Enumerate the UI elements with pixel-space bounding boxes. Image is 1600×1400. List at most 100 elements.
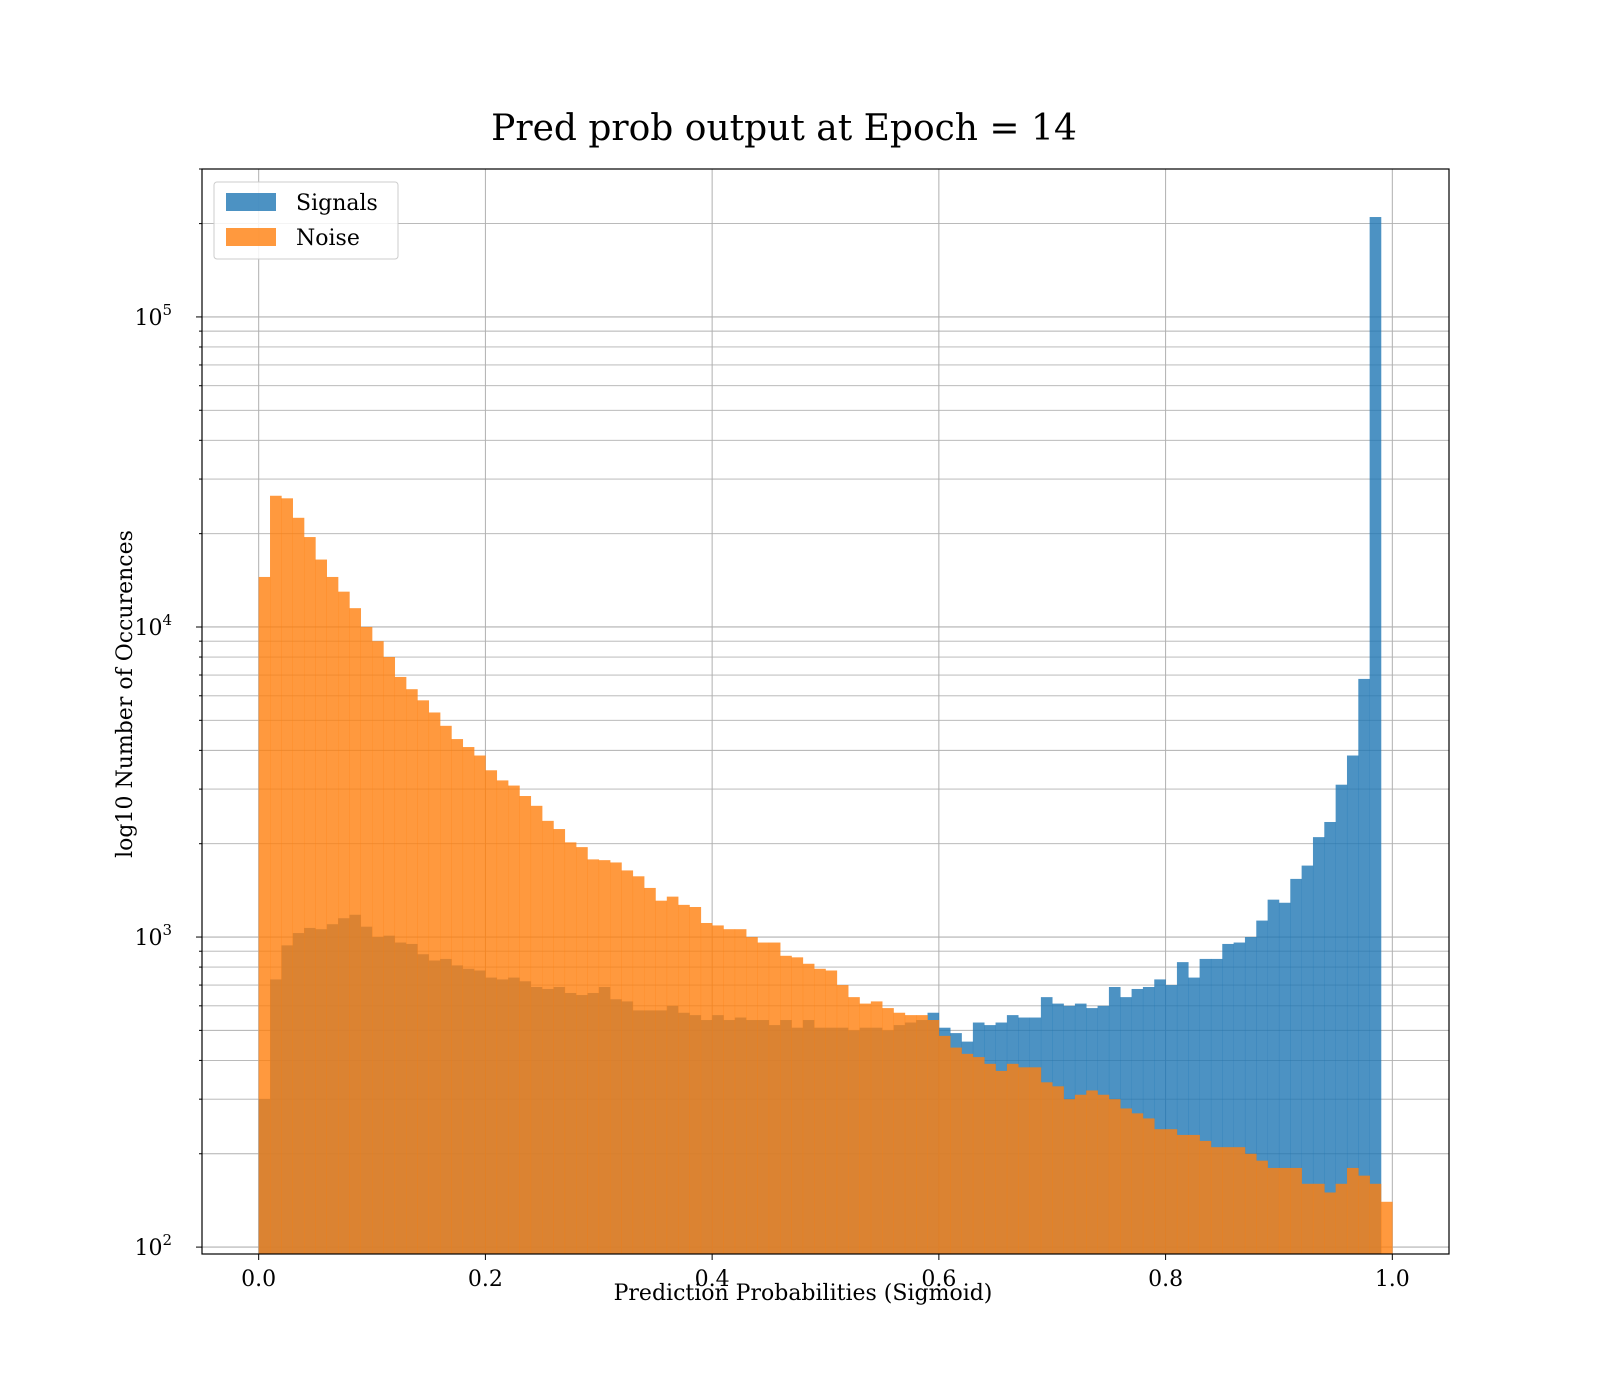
histogram-bar: [1131, 1113, 1144, 1254]
histogram-bar: [1312, 837, 1325, 1254]
histogram-bar: [292, 517, 305, 1254]
histogram-bar: [689, 906, 702, 1254]
histogram-bar: [360, 626, 373, 1254]
y-tick-base: 10: [134, 306, 162, 331]
histogram-bar: [485, 770, 498, 1254]
histogram-bar: [1006, 1063, 1019, 1254]
x-tick-label: 1.0: [1375, 1267, 1410, 1292]
histogram-bar: [270, 495, 282, 1255]
histogram-bar: [723, 929, 736, 1254]
histogram-bar: [904, 1015, 917, 1254]
histogram-bar: [281, 498, 293, 1255]
histogram-bar: [1324, 1192, 1336, 1254]
histogram-bar: [1222, 943, 1234, 1254]
histogram-bar: [508, 785, 520, 1254]
histogram-bar: [1222, 1147, 1234, 1254]
histogram-bar: [1301, 865, 1314, 1254]
histogram-bar: [1199, 958, 1212, 1254]
histogram-bar: [542, 820, 554, 1254]
histogram-bar: [1018, 1067, 1030, 1254]
histogram-bar: [995, 1070, 1008, 1254]
histogram-bar: [1278, 1167, 1291, 1254]
histogram-bar: [1165, 985, 1178, 1254]
histogram-bar: [678, 904, 690, 1254]
histogram-bar: [1040, 1082, 1053, 1254]
histogram-bar: [1267, 1167, 1280, 1254]
histogram-bar: [1108, 1099, 1121, 1254]
histogram-bar: [1086, 1090, 1098, 1254]
histogram-bar: [1256, 1160, 1268, 1254]
histogram-bar: [1188, 1134, 1200, 1254]
histogram-bar: [258, 576, 271, 1254]
y-tick-exponent: 4: [162, 611, 172, 629]
histogram-bar: [1244, 1153, 1257, 1254]
y-tick-exponent: 2: [162, 1231, 172, 1249]
x-tick-label: 0.6: [921, 1267, 956, 1292]
histogram-bar: [621, 870, 634, 1254]
y-axis-label: log10 Number of Occurences: [113, 530, 138, 858]
histogram-bar: [814, 968, 826, 1254]
legend: Signals Noise: [213, 181, 399, 260]
y-tick-label: 103: [134, 921, 172, 951]
x-tick-label: 0.2: [468, 1267, 503, 1292]
histogram-bar: [950, 1047, 962, 1254]
histogram-bar: [1233, 1147, 1246, 1254]
histogram-bar: [1312, 1183, 1325, 1254]
histogram-bar: [598, 860, 611, 1254]
histogram-bar: [1097, 1094, 1110, 1254]
histogram-bar: [938, 1035, 951, 1254]
histogram-bar: [666, 896, 679, 1254]
histogram-bar: [984, 1063, 996, 1254]
series-noise: [258, 495, 1393, 1255]
histogram-bar: [1233, 942, 1246, 1254]
histogram-bar: [1199, 1140, 1212, 1254]
histogram-bar: [1210, 958, 1223, 1254]
histogram-bar: [1369, 217, 1382, 1255]
histogram-bar: [757, 942, 770, 1254]
histogram-bar: [848, 997, 860, 1254]
plot-frame: [201, 168, 1450, 1255]
histogram-bar: [1358, 678, 1370, 1254]
histogram-bar: [870, 1001, 883, 1254]
histogram-bar: [1142, 1118, 1155, 1254]
histogram-bar: [587, 859, 600, 1254]
histogram-bar: [1074, 1094, 1087, 1254]
y-tick-label: 105: [134, 301, 172, 331]
histogram-bar: [1029, 1067, 1042, 1254]
histogram-bar: [1154, 979, 1166, 1254]
histogram-bar: [1278, 902, 1291, 1254]
y-tick-base: 10: [134, 616, 162, 641]
histogram-bar: [1210, 1147, 1223, 1254]
histogram-bar: [655, 900, 668, 1254]
histogram-bar: [1267, 899, 1280, 1254]
x-tick-label: 0.4: [695, 1267, 730, 1292]
histogram-bar: [644, 887, 656, 1254]
y-tick-label: 104: [134, 611, 172, 641]
histogram-bar: [1369, 1183, 1382, 1254]
histogram-bar: [451, 739, 464, 1254]
histogram-bar: [1063, 1099, 1076, 1254]
histogram-bar: [417, 700, 430, 1254]
histogram-bar: [564, 842, 577, 1254]
histogram-bar: [1346, 755, 1359, 1254]
y-tick-base: 10: [134, 926, 162, 951]
histogram-bar: [1346, 1167, 1359, 1254]
histogram-bar: [349, 608, 362, 1254]
histogram-bar: [1244, 937, 1257, 1254]
chart-title: Pred prob output at Epoch = 14: [491, 108, 1077, 149]
histogram-bar: [1324, 821, 1336, 1254]
histogram-bar: [1256, 920, 1268, 1254]
x-tick-label: 0.8: [1148, 1267, 1183, 1292]
histogram-bar: [780, 955, 792, 1254]
histogram-bar: [882, 1008, 894, 1254]
histogram-bar: [1301, 1183, 1314, 1254]
histogram-bar: [1188, 977, 1200, 1254]
histogram-bar: [734, 929, 747, 1254]
y-tick-exponent: 3: [162, 921, 172, 939]
y-tick-label: 102: [134, 1231, 172, 1261]
histogram-bar: [825, 970, 838, 1254]
x-tick-label: 0.0: [241, 1267, 276, 1292]
histogram-bar: [712, 925, 724, 1254]
histogram-bar: [428, 712, 441, 1254]
